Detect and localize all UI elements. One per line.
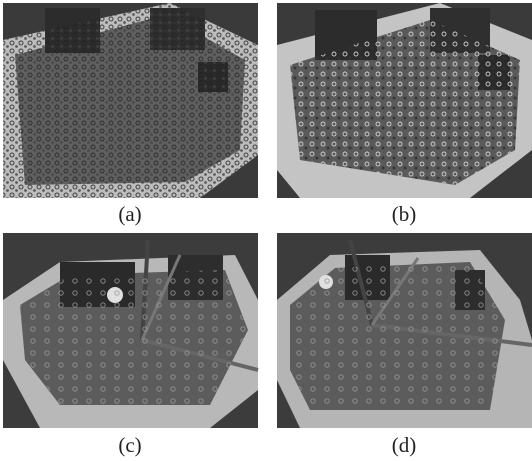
- panel-label: (a): [118, 202, 141, 226]
- feature-points: [290, 262, 505, 410]
- panel-label: (b): [392, 202, 417, 226]
- figure: (a) (b) (c) (d): [0, 0, 532, 461]
- panel-b: [277, 3, 532, 198]
- panel-label: (c): [118, 433, 141, 457]
- feature-points: [20, 270, 248, 405]
- panel-label: (d): [392, 433, 417, 457]
- panel-a: [3, 3, 258, 198]
- panel-c: [3, 233, 258, 428]
- page: (a) (b) (c) (d) (() => {: [0, 0, 532, 461]
- feature-points: [3, 3, 258, 198]
- panel-d: [277, 233, 532, 428]
